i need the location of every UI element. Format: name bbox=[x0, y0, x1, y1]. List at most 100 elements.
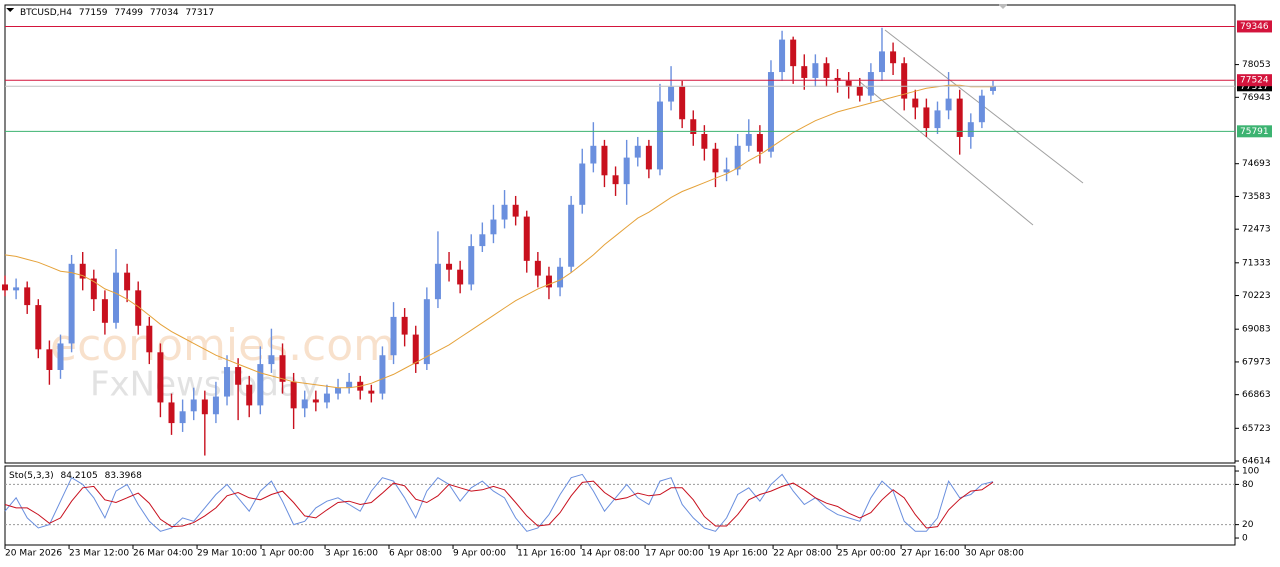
candle-body bbox=[212, 396, 219, 415]
y-tick-label: 64614 bbox=[1242, 457, 1271, 467]
candle-body bbox=[934, 110, 941, 129]
x-tick-label: 27 Apr 16:00 bbox=[901, 549, 960, 559]
y-tick-label: 65723 bbox=[1242, 424, 1271, 434]
shift-marker bbox=[998, 4, 1008, 9]
candle-body bbox=[157, 352, 164, 403]
candle-body bbox=[301, 399, 308, 409]
candle-body bbox=[235, 367, 242, 385]
price-label-bg bbox=[1237, 81, 1272, 92]
menu-arrow[interactable] bbox=[6, 8, 15, 12]
header: BTCUSD,H4 77159 77499 77034 77317 bbox=[20, 8, 214, 18]
stoch-d: 83.3968 bbox=[105, 471, 142, 481]
level-label: 79346 bbox=[1240, 22, 1269, 32]
x-tick-label: 20 Mar 2026 bbox=[5, 549, 62, 559]
candle-body bbox=[590, 145, 597, 164]
candle-body bbox=[101, 299, 108, 323]
x-tick-label: 25 Apr 00:00 bbox=[837, 549, 896, 559]
candle-body bbox=[568, 204, 575, 267]
candle-body bbox=[557, 266, 564, 288]
candle-body bbox=[779, 39, 786, 73]
candle-body bbox=[201, 399, 208, 415]
candle-body bbox=[312, 399, 319, 403]
candle-body bbox=[679, 86, 686, 120]
level-label-bg bbox=[1237, 74, 1272, 87]
y-tick-label: 67973 bbox=[1242, 357, 1271, 367]
symbol: BTCUSD,H4 bbox=[20, 8, 72, 18]
candle-body bbox=[612, 175, 619, 185]
candle-body bbox=[412, 334, 419, 365]
x-tick-label: 1 Apr 00:00 bbox=[261, 549, 314, 559]
y-tick-label: 0 bbox=[1242, 534, 1248, 544]
x-tick-label: 23 Mar 12:00 bbox=[69, 549, 129, 559]
candle-body bbox=[901, 63, 908, 99]
candle-body bbox=[767, 72, 774, 152]
candle-body bbox=[690, 119, 697, 134]
candle-body bbox=[434, 263, 441, 300]
level-label: 77524 bbox=[1240, 76, 1269, 86]
candle-body bbox=[290, 381, 297, 409]
candle-body bbox=[479, 234, 486, 247]
level-label: 75791 bbox=[1240, 127, 1269, 137]
candle-body bbox=[401, 316, 408, 335]
x-tick-label: 26 Mar 04:00 bbox=[133, 549, 193, 559]
candle-body bbox=[712, 148, 719, 173]
candle-body bbox=[468, 246, 475, 285]
y-tick-label: 80 bbox=[1242, 480, 1254, 490]
candle-body bbox=[668, 86, 675, 102]
y-tick-label: 73583 bbox=[1242, 192, 1271, 202]
candle-body bbox=[135, 290, 142, 326]
candle-body bbox=[13, 287, 20, 291]
candle-body bbox=[168, 402, 175, 424]
candle-body bbox=[823, 63, 830, 78]
candle-body bbox=[512, 204, 519, 217]
candle-body bbox=[967, 122, 974, 137]
candle-body bbox=[323, 393, 330, 403]
candle-body bbox=[523, 216, 530, 261]
candle-body bbox=[534, 260, 541, 276]
level-label-bg bbox=[1237, 125, 1272, 138]
y-tick-label: 66863 bbox=[1242, 390, 1271, 400]
y-tick-label: 70223 bbox=[1242, 291, 1271, 301]
x-tick-label: 30 Apr 08:00 bbox=[965, 549, 1024, 559]
stoch-header: Sto(5,3,3) 84.2105 83.3968 bbox=[9, 471, 142, 481]
y-tick-label: 20 bbox=[1242, 520, 1254, 530]
candle-body bbox=[878, 51, 885, 73]
y-tick-label: 72473 bbox=[1242, 225, 1271, 235]
low: 77034 bbox=[150, 8, 179, 18]
candle-body bbox=[46, 349, 53, 370]
candle-body bbox=[346, 381, 353, 388]
x-tick-label: 29 Mar 10:00 bbox=[197, 549, 257, 559]
y-tick-label: 76943 bbox=[1242, 93, 1271, 103]
candle-body bbox=[68, 263, 75, 344]
candle-body bbox=[601, 145, 608, 176]
candle-body bbox=[978, 95, 985, 123]
candle-body bbox=[279, 355, 286, 382]
candle-body bbox=[146, 325, 153, 353]
x-tick-label: 19 Apr 16:00 bbox=[709, 549, 768, 559]
candle-body bbox=[24, 287, 31, 306]
y-tick-label: 71333 bbox=[1242, 258, 1271, 268]
candle-body bbox=[335, 387, 342, 394]
y-tick-label: 74693 bbox=[1242, 159, 1271, 169]
candle-body bbox=[423, 299, 430, 365]
candle-body bbox=[224, 367, 231, 397]
moving-average bbox=[4, 84, 993, 389]
candle-body bbox=[190, 399, 197, 412]
stoch-line bbox=[4, 480, 994, 529]
close: 77317 bbox=[185, 8, 214, 18]
y-tick-label: 78053 bbox=[1242, 60, 1271, 70]
candle-body bbox=[246, 384, 253, 406]
candle-body bbox=[113, 272, 120, 323]
y-tick-label: 69083 bbox=[1242, 325, 1271, 335]
candle-body bbox=[734, 145, 741, 170]
channel-line bbox=[859, 81, 1034, 226]
open: 77159 bbox=[79, 8, 108, 18]
candle-body bbox=[723, 169, 730, 173]
candle-body bbox=[379, 355, 386, 394]
candle-body bbox=[623, 157, 630, 185]
candle-body bbox=[745, 133, 752, 146]
x-tick-label: 3 Apr 16:00 bbox=[325, 549, 378, 559]
candle-body bbox=[923, 107, 930, 129]
candle-body bbox=[956, 98, 963, 137]
